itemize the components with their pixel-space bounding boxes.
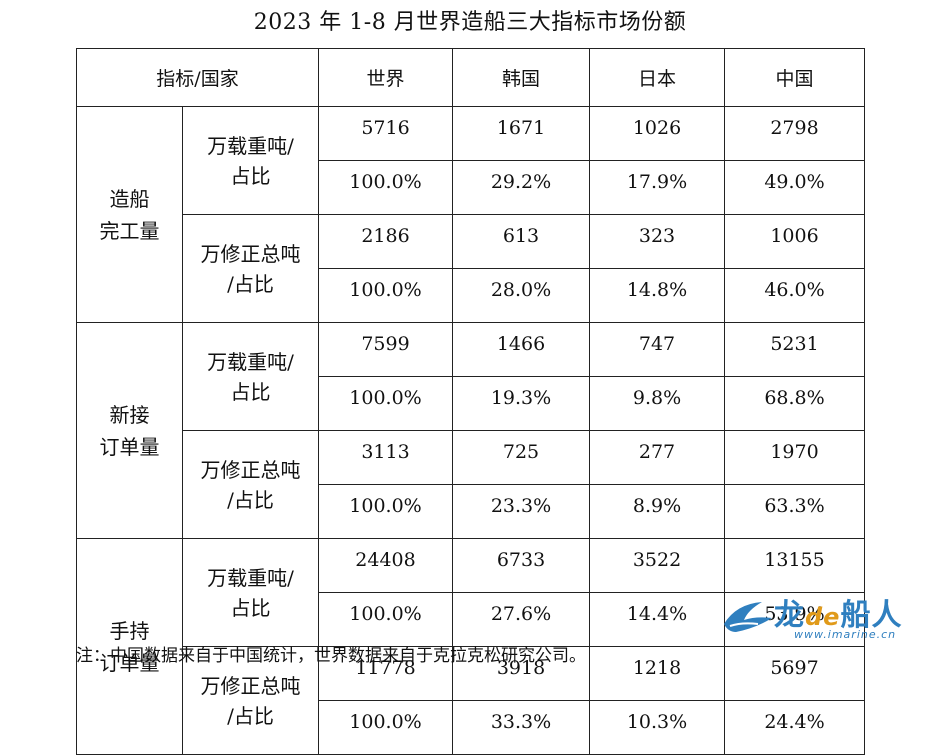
share-cell-korea: 33.3% [452, 700, 590, 755]
share-cell-japan: 17.9% [589, 160, 725, 215]
watermark-name: 龙de船人 [774, 590, 902, 634]
share-cell-japan: 9.8% [589, 376, 725, 431]
share-cell-world: 100.0% [318, 160, 453, 215]
category-label-line2: 订单量 [99, 434, 160, 459]
table-row: 手持 订单量 万载重吨/占比 24408 6733 3522 13155 [76, 538, 865, 755]
share-cell-korea: 19.3% [452, 376, 590, 431]
watermark-name-a: 龙 [774, 598, 805, 633]
page-title: 2023 年 1-8 月世界造船三大指标市场份额 [253, 10, 687, 35]
metric-cell: 万载重吨/占比 [182, 322, 319, 431]
header-world: 世界 [318, 48, 453, 107]
header-corner: 指标/国家 [76, 48, 319, 107]
metric-label-line1: 万修正总吨 [200, 457, 301, 482]
value-cell-china: 1970 [724, 430, 865, 485]
share-cell-world: 100.0% [318, 376, 453, 431]
value-cell-world: 3113 [318, 430, 453, 485]
header-china: 中国 [724, 48, 865, 107]
metric-label-line1: 万载重吨/ [207, 349, 294, 374]
metric-cell: 万载重吨/占比 [182, 538, 319, 647]
metric-label-line2: 占比 [230, 163, 271, 188]
share-cell-korea: 29.2% [452, 160, 590, 215]
value-cell-world: 24408 [318, 538, 453, 593]
share-cell-korea: 28.0% [452, 268, 590, 323]
metric-label-line1: 万修正总吨 [200, 241, 301, 266]
table-row: 100.0% 28.0% 14.8% 46.0% [77, 268, 865, 323]
share-cell-world: 100.0% [318, 592, 453, 647]
metric-label-line2: /占比 [227, 703, 274, 728]
metric-label-line2: /占比 [227, 271, 274, 296]
watermark-url: www.imarine.cn [794, 628, 897, 641]
watermark-logo: 龙de船人 www.imarine.cn [722, 590, 922, 646]
value-cell-china: 5231 [724, 322, 865, 377]
value-cell-china: 13155 [724, 538, 865, 593]
metric-cell: 万修正总吨/占比 [182, 430, 319, 539]
value-cell-korea: 6733 [452, 538, 590, 593]
share-cell-china: 46.0% [724, 268, 865, 323]
ship-wave-icon [724, 602, 772, 632]
value-cell-japan: 747 [589, 322, 725, 377]
share-cell-china: 24.4% [724, 700, 865, 755]
metric-label-line1: 万修正总吨 [200, 673, 301, 698]
table-row: 造船 完工量 万载重吨/占比 5716 1671 1026 2798 [76, 106, 865, 323]
value-cell-korea: 725 [452, 430, 590, 485]
share-cell-world: 100.0% [318, 700, 453, 755]
metric-label-line2: 占比 [230, 379, 271, 404]
share-cell-china: 53.9% [724, 592, 865, 647]
category-cell: 造船 完工量 [76, 106, 183, 323]
table-row: 万修正总吨/占比 2186 613 323 1006 [77, 214, 865, 323]
watermark-name-de: de [805, 603, 841, 631]
value-cell-japan: 1026 [589, 106, 725, 161]
table-row: 万修正总吨/占比 3113 725 277 1970 [77, 430, 865, 539]
table-row: 新接 订单量 万载重吨/占比 7599 1466 747 5231 [76, 322, 865, 539]
value-cell-world: 7599 [318, 322, 453, 377]
metric-label-line1: 万载重吨/ [207, 133, 294, 158]
value-cell-world: 5716 [318, 106, 453, 161]
metric-cell: 万载重吨/占比 [182, 106, 319, 215]
metric-label-line2: 占比 [230, 595, 271, 620]
share-cell-china: 63.3% [724, 484, 865, 539]
value-cell-japan: 1218 [589, 646, 725, 701]
metric-label-line1: 万载重吨/ [207, 565, 294, 590]
category-label-line1: 新接 [109, 402, 150, 427]
footnote: 注：中国数据来自于中国统计，世界数据来自于克拉克松研究公司。 [76, 646, 586, 666]
value-cell-china: 1006 [724, 214, 865, 269]
header-korea: 韩国 [452, 48, 590, 107]
category-label-line2: 完工量 [99, 218, 160, 243]
share-cell-japan: 8.9% [589, 484, 725, 539]
category-cell: 新接 订单量 [76, 322, 183, 539]
metric-cell: 万修正总吨/占比 [182, 214, 319, 323]
watermark-name-b: 船人 [840, 598, 903, 633]
value-cell-japan: 323 [589, 214, 725, 269]
share-cell-korea: 27.6% [452, 592, 590, 647]
share-cell-japan: 14.4% [589, 592, 725, 647]
value-cell-china: 5697 [724, 646, 865, 701]
table-row: 100.0% 29.2% 17.9% 49.0% [77, 160, 865, 215]
share-cell-japan: 10.3% [589, 700, 725, 755]
header-row: 指标/国家 世界 韩国 日本 中国 [76, 48, 865, 107]
value-cell-japan: 277 [589, 430, 725, 485]
share-cell-korea: 23.3% [452, 484, 590, 539]
value-cell-korea: 1671 [452, 106, 590, 161]
share-cell-japan: 14.8% [589, 268, 725, 323]
value-cell-japan: 3522 [589, 538, 725, 593]
value-cell-korea: 613 [452, 214, 590, 269]
value-cell-korea: 1466 [452, 322, 590, 377]
value-cell-world: 2186 [318, 214, 453, 269]
category-label-line1: 手持 [109, 618, 150, 643]
share-cell-world: 100.0% [318, 484, 453, 539]
category-label-line1: 造船 [109, 186, 150, 211]
share-cell-world: 100.0% [318, 268, 453, 323]
share-cell-china: 68.8% [724, 376, 865, 431]
metric-label-line2: /占比 [227, 487, 274, 512]
market-share-table: 指标/国家 世界 韩国 日本 中国 造船 完工量 万载重吨/占比 5716 1671 10… [76, 48, 865, 755]
share-cell-china: 49.0% [724, 160, 865, 215]
value-cell-china: 2798 [724, 106, 865, 161]
header-japan: 日本 [589, 48, 725, 107]
